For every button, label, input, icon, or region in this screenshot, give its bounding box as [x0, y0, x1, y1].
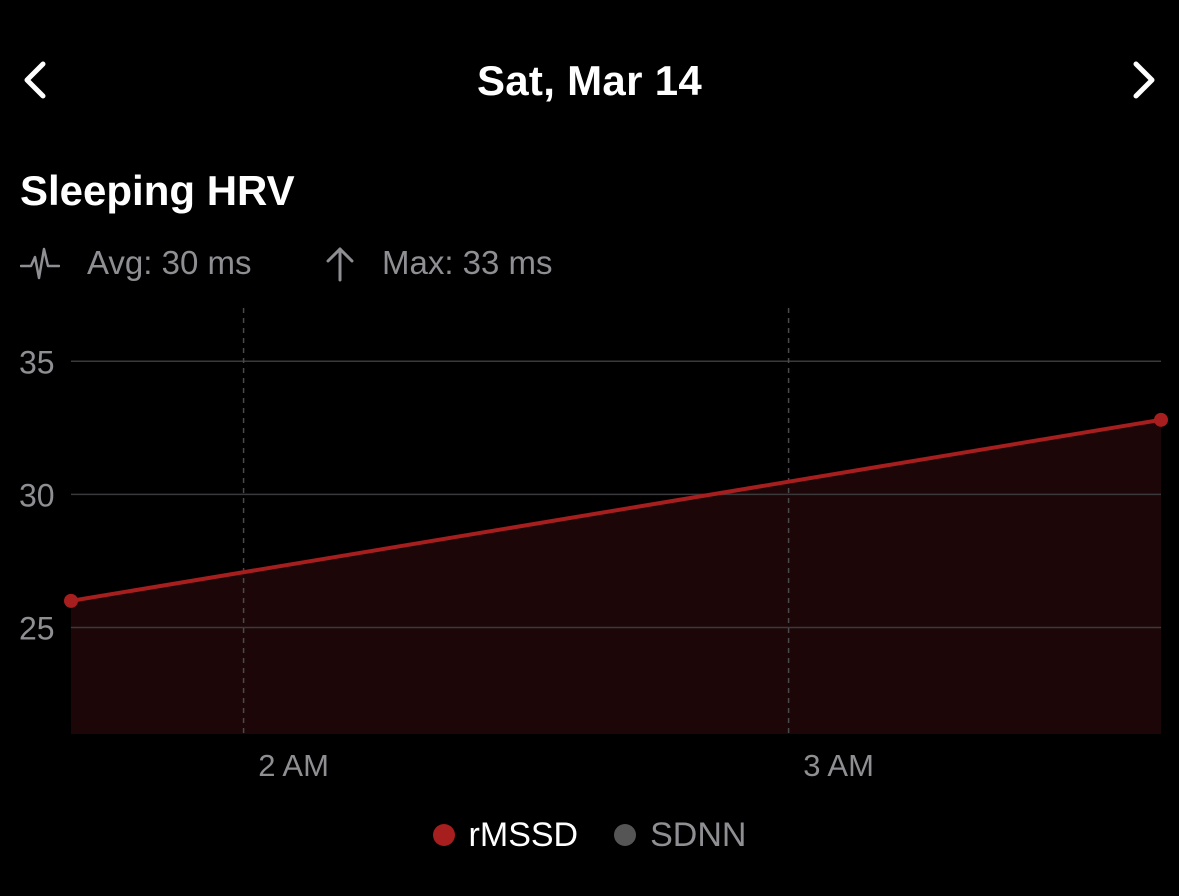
chevron-right-icon — [1133, 61, 1155, 99]
chart-legend: rMSSD SDNN — [0, 812, 1179, 858]
section-title: Sleeping HRV — [20, 167, 295, 214]
date-title: Sat, Mar 14 — [476, 57, 703, 104]
rmssd-point-1 — [1154, 412, 1168, 427]
rmssd-point-0 — [64, 593, 78, 608]
hrv-stats: Avg: 30 ms Max: 33 ms — [20, 240, 720, 288]
next-day-button[interactable] — [1123, 58, 1167, 102]
legend-label-sdnn: SDNN — [650, 816, 747, 854]
x-tick-label-2-am: 2 AM — [258, 748, 329, 783]
legend-item-rmssd[interactable]: rMSSD — [432, 813, 579, 857]
rmssd-area — [71, 419, 1161, 734]
legend-item-sdnn[interactable]: SDNN — [614, 813, 746, 857]
arrow-up-icon — [326, 247, 354, 282]
legend-label-rmssd: rMSSD — [468, 816, 579, 854]
average-hrv: Avg: 30 ms — [87, 244, 252, 281]
y-tick-label-25: 25 — [19, 611, 55, 647]
max-hrv: Max: 33 ms — [382, 244, 553, 281]
previous-day-button[interactable] — [12, 58, 56, 102]
hrv-line-chart: 25 30 35 2 AM 3 AM — [19, 308, 1168, 783]
x-tick-label-3-am: 3 AM — [803, 748, 874, 783]
legend-swatch-sdnn — [614, 824, 637, 846]
chevron-left-icon — [24, 61, 46, 99]
legend-swatch-rmssd — [432, 824, 455, 846]
heartbeat-icon — [20, 247, 60, 280]
rmssd-line — [69, 417, 1163, 603]
y-tick-label-35: 35 — [19, 344, 55, 380]
y-tick-label-30: 30 — [19, 477, 55, 513]
